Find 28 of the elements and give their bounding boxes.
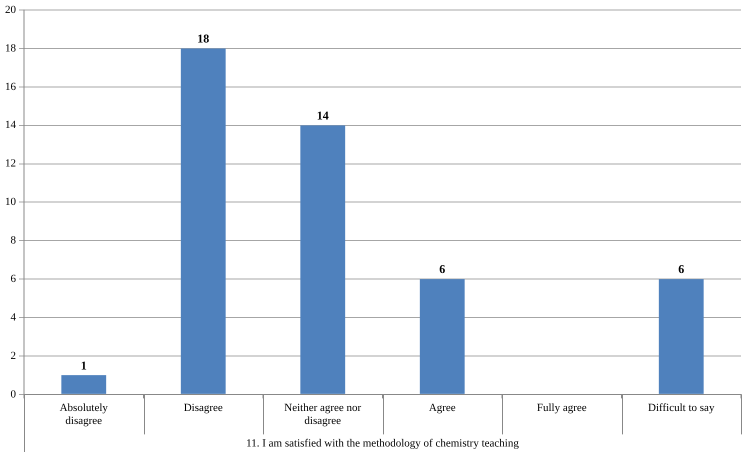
bar	[658, 279, 704, 394]
y-tick-label: 16	[5, 80, 16, 93]
x-tick-label: Absolutely disagree	[60, 402, 108, 428]
bar	[61, 375, 106, 394]
y-tick-label: 0	[10, 388, 16, 400]
data-label: 14	[316, 108, 329, 122]
x-tick-label: Disagree	[184, 402, 223, 414]
x-axis-title: 11. I am satisfied with the methodology of chemistry teaching	[246, 437, 520, 450]
data-label: 1	[80, 358, 87, 372]
bar	[300, 125, 346, 394]
y-tick-label: 8	[10, 234, 16, 247]
x-tick-label: Agree	[428, 402, 456, 414]
bar	[180, 48, 226, 394]
y-tick-label: 18	[5, 42, 16, 54]
data-label: 6	[678, 262, 684, 276]
y-tick-label: 20	[5, 4, 16, 16]
y-tick-label: 12	[5, 158, 16, 170]
x-tick-label: Fully agree	[536, 402, 587, 414]
data-label: 18	[197, 32, 210, 46]
y-tick-label: 2	[10, 350, 16, 362]
x-tick-label: Difficult to say	[648, 402, 715, 414]
data-label: 6	[439, 262, 446, 276]
y-tick-label: 10	[5, 196, 16, 208]
y-tick-label: 14	[5, 119, 16, 132]
y-tick-label: 6	[10, 272, 16, 285]
x-tick-label: Neither agree nor disagree	[284, 402, 362, 428]
y-tick-label: 4	[10, 311, 16, 324]
bar	[420, 279, 465, 394]
